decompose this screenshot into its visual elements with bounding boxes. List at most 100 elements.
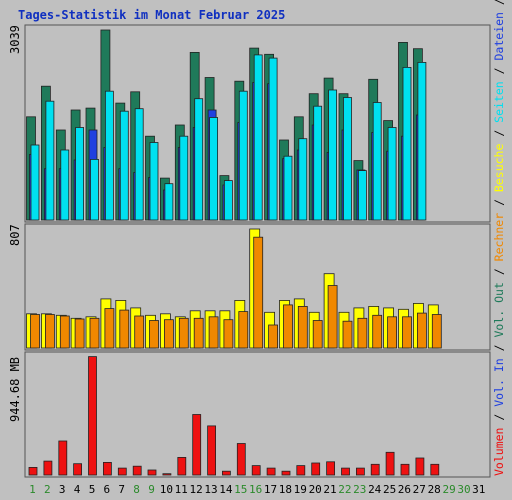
legend-vol-out: Vol. Out [492, 282, 506, 337]
x-label-day-7: 7 [118, 483, 125, 496]
x-label-day-5: 5 [89, 483, 96, 496]
bar-seiten-day-8 [134, 108, 144, 221]
legend-dateien: Dateien [492, 12, 506, 60]
bar-seiten-day-13 [209, 117, 219, 221]
bar-volumen-day-6 [103, 461, 112, 476]
bar-rechner-day-19 [297, 305, 308, 349]
legend-separator: / [492, 338, 506, 359]
bar-volumen-day-9 [147, 469, 157, 476]
bar-rechner-day-16 [253, 236, 264, 349]
bar-seiten-day-9 [149, 142, 159, 221]
bar-seiten-day-18 [283, 155, 293, 221]
panel-bottom-bars [28, 356, 440, 476]
bar-volumen-day-14 [221, 470, 231, 476]
bar-volumen-day-28 [430, 463, 440, 476]
bar-rechner-day-21 [327, 285, 338, 349]
legend-besuche: Besuche [492, 144, 506, 193]
bar-rechner-day-24 [372, 314, 383, 349]
x-label-day-1: 1 [29, 483, 36, 496]
x-label-day-2: 2 [44, 483, 51, 496]
bar-rechner-day-18 [283, 304, 293, 349]
bar-rechner-day-6 [104, 308, 115, 349]
x-label-day-11: 11 [175, 483, 188, 496]
bar-seiten-day-25 [387, 127, 397, 221]
bar-volumen-day-3 [58, 440, 68, 476]
bar-rechner-day-11 [178, 317, 189, 349]
panel-bottom-frame [24, 351, 491, 478]
x-label-day-21: 21 [323, 483, 336, 496]
bar-rechner-day-25 [387, 316, 398, 349]
bar-volumen-day-7 [117, 467, 127, 476]
x-label-day-24: 24 [368, 483, 382, 496]
bar-seiten-day-10 [164, 183, 174, 221]
legend-volumen: Volumen [492, 428, 506, 476]
bar-seiten-day-3 [60, 149, 70, 221]
panel-top-max-label: 3039 [8, 25, 22, 54]
x-label-day-19: 19 [294, 483, 307, 496]
bar-seiten-day-4 [75, 127, 84, 221]
bar-rechner-day-13 [208, 316, 219, 349]
bar-seiten-day-21 [328, 89, 338, 221]
bar-volumen-day-25 [385, 451, 395, 476]
bar-rechner-day-9 [149, 320, 159, 349]
bar-rechner-day-22 [342, 320, 353, 349]
bar-volumen-day-13 [207, 425, 217, 476]
x-label-day-9: 9 [148, 483, 155, 496]
legend-separator: / [492, 261, 506, 282]
bar-seiten-day-11 [179, 135, 189, 221]
x-label-day-23: 23 [353, 483, 366, 496]
x-label-day-17: 17 [264, 483, 277, 496]
x-label-day-20: 20 [309, 483, 322, 496]
panel-top: 3039 [8, 24, 491, 223]
x-label-day-4: 4 [74, 483, 81, 496]
bar-rechner-day-5 [89, 317, 100, 349]
x-axis-day-labels: 1 2 3 4 5 6 7 8 9 10 11 12 13 14 15 16 17 18 19 20 21 22 23 24 2… [29, 483, 485, 496]
bar-volumen-day-26 [400, 463, 410, 476]
bar-volumen-day-24 [370, 463, 380, 476]
bar-seiten-day-22 [343, 97, 352, 221]
bar-seiten-day-26 [402, 67, 412, 221]
bar-seiten-day-15 [238, 90, 248, 221]
panel-middle-max-label: 807 [8, 224, 22, 246]
bar-rechner-day-12 [193, 317, 204, 349]
legend-separator: / [492, 123, 506, 144]
x-label-day-15: 15 [234, 483, 247, 496]
bar-volumen-day-2 [43, 460, 53, 476]
bar-rechner-day-7 [119, 309, 130, 349]
panel-bottom: 944.68 MB [8, 351, 491, 478]
bar-seiten-day-17 [268, 57, 278, 221]
x-label-day-27: 27 [413, 483, 426, 496]
bar-seiten-day-14 [223, 180, 233, 221]
bar-rechner-day-27 [416, 312, 427, 349]
bar-rechner-day-23 [357, 317, 368, 349]
bar-volumen-day-18 [281, 470, 291, 476]
panel-middle-bars [26, 228, 442, 349]
x-label-day-12: 12 [189, 483, 202, 496]
legend-rechner: Rechner [492, 213, 506, 262]
bar-seiten-day-7 [119, 110, 129, 221]
bar-seiten-day-5 [90, 158, 99, 221]
bar-volumen-day-4 [73, 463, 82, 476]
x-label-day-14: 14 [219, 483, 233, 496]
bar-rechner-day-28 [431, 314, 442, 349]
bar-volumen-day-12 [192, 414, 202, 476]
bar-volumen-day-22 [341, 467, 350, 476]
chart-title: Tages-Statistik im Monat Februar 2025 [18, 8, 285, 22]
x-label-day-10: 10 [160, 483, 173, 496]
bar-rechner-day-8 [134, 315, 145, 349]
legend-separator: / [492, 192, 506, 213]
bar-volumen-day-17 [266, 467, 276, 476]
x-label-day-26: 26 [398, 483, 411, 496]
bar-volumen-day-5 [88, 356, 97, 476]
bar-seiten-day-6 [105, 90, 114, 221]
bar-volumen-day-10 [162, 473, 172, 476]
bar-rechner-day-2 [45, 314, 55, 349]
bar-rechner-day-15 [238, 311, 249, 349]
bar-rechner-day-1 [30, 314, 40, 349]
bar-seiten-day-20 [313, 105, 323, 221]
x-label-day-18: 18 [279, 483, 292, 496]
bar-seiten-day-24 [372, 102, 382, 221]
bar-seiten-day-12 [194, 98, 204, 221]
bar-rechner-day-4 [74, 318, 85, 349]
